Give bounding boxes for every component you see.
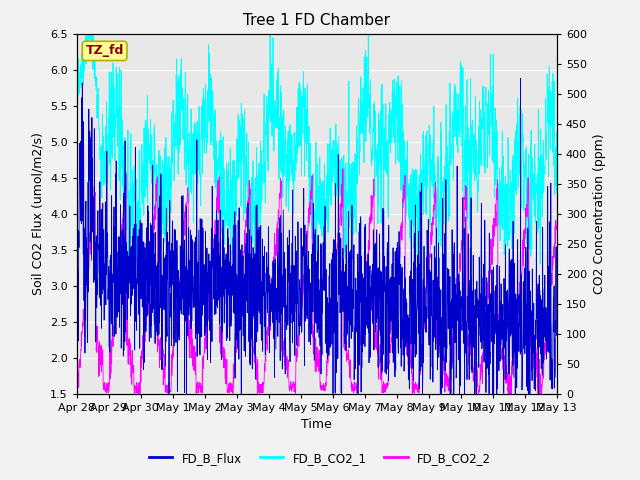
Title: Tree 1 FD Chamber: Tree 1 FD Chamber [243,13,390,28]
Legend: FD_B_Flux, FD_B_CO2_1, FD_B_CO2_2: FD_B_Flux, FD_B_CO2_1, FD_B_CO2_2 [144,447,496,469]
Text: TZ_fd: TZ_fd [86,44,124,58]
X-axis label: Time: Time [301,418,332,431]
Y-axis label: Soil CO2 Flux (umol/m2/s): Soil CO2 Flux (umol/m2/s) [31,132,44,295]
Y-axis label: CO2 Concentration (ppm): CO2 Concentration (ppm) [593,133,605,294]
